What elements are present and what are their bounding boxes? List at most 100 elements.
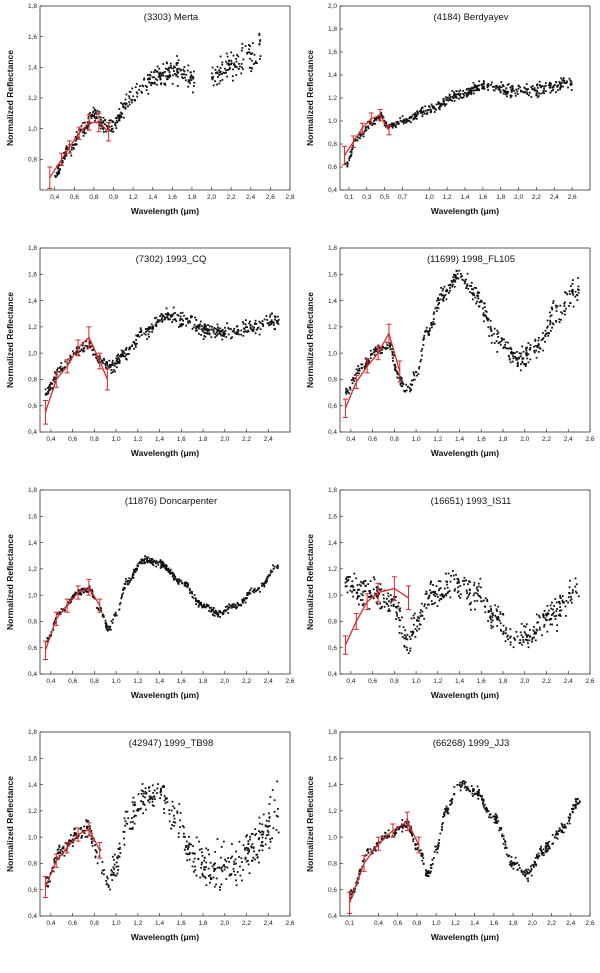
data-point bbox=[416, 616, 419, 619]
data-point bbox=[345, 390, 348, 392]
data-point bbox=[224, 858, 226, 861]
data-point bbox=[118, 117, 121, 120]
data-point bbox=[396, 612, 398, 615]
data-point bbox=[96, 862, 99, 865]
data-point bbox=[359, 868, 362, 871]
data-point bbox=[102, 362, 104, 364]
data-point bbox=[174, 821, 177, 824]
data-point bbox=[499, 90, 502, 93]
data-point bbox=[360, 363, 363, 366]
data-point bbox=[143, 332, 145, 335]
data-point bbox=[351, 580, 354, 583]
data-point bbox=[351, 584, 353, 587]
data-point bbox=[205, 328, 207, 330]
data-point bbox=[252, 328, 255, 331]
data-point bbox=[120, 354, 123, 357]
data-point bbox=[172, 67, 175, 70]
data-point bbox=[387, 610, 390, 612]
data-point bbox=[61, 847, 64, 850]
data-point bbox=[519, 369, 522, 372]
data-point bbox=[131, 801, 134, 804]
data-point bbox=[238, 856, 240, 858]
data-point bbox=[556, 624, 558, 627]
data-point bbox=[53, 380, 56, 383]
data-point bbox=[551, 834, 554, 836]
data-point bbox=[116, 872, 119, 875]
data-point bbox=[167, 571, 170, 573]
data-point bbox=[446, 592, 449, 594]
data-point bbox=[445, 103, 448, 105]
data-point bbox=[241, 600, 244, 603]
data-point bbox=[511, 861, 514, 864]
data-point bbox=[144, 557, 146, 560]
data-point bbox=[134, 99, 136, 102]
data-point bbox=[154, 317, 156, 320]
data-point bbox=[138, 331, 141, 333]
data-point bbox=[472, 87, 474, 89]
x-tick-label: 2,2 bbox=[547, 920, 556, 927]
data-point bbox=[56, 172, 59, 175]
data-point bbox=[131, 345, 134, 348]
data-point bbox=[186, 318, 188, 320]
data-point bbox=[190, 71, 192, 74]
data-point bbox=[103, 359, 106, 361]
data-point bbox=[149, 326, 152, 329]
data-point bbox=[467, 93, 470, 95]
data-point bbox=[476, 294, 478, 297]
data-point bbox=[465, 94, 468, 97]
data-point bbox=[477, 790, 480, 793]
data-point bbox=[112, 363, 114, 366]
data-point bbox=[171, 824, 173, 826]
data-point bbox=[274, 318, 276, 321]
data-point bbox=[254, 322, 257, 325]
data-point bbox=[438, 839, 441, 841]
data-point bbox=[400, 826, 403, 828]
data-point bbox=[455, 93, 458, 96]
data-point bbox=[442, 822, 444, 824]
data-point bbox=[373, 351, 376, 353]
data-point bbox=[175, 73, 178, 76]
data-point bbox=[251, 52, 254, 55]
data-point bbox=[542, 337, 545, 339]
x-tick-label: 1,0 bbox=[112, 678, 121, 685]
data-point bbox=[455, 276, 457, 279]
data-point bbox=[450, 99, 452, 101]
data-point bbox=[516, 351, 518, 353]
data-point bbox=[101, 869, 104, 872]
data-point bbox=[71, 350, 74, 353]
data-point bbox=[265, 581, 268, 584]
data-point bbox=[499, 340, 502, 343]
data-point bbox=[520, 89, 522, 92]
data-point bbox=[201, 325, 203, 327]
data-point bbox=[446, 97, 449, 99]
data-point bbox=[568, 290, 571, 293]
data-point bbox=[174, 72, 176, 75]
data-point bbox=[113, 868, 115, 870]
data-point bbox=[524, 87, 527, 90]
data-point bbox=[242, 844, 245, 847]
data-point bbox=[483, 803, 486, 806]
data-point bbox=[73, 828, 76, 831]
data-point bbox=[96, 117, 98, 119]
data-point bbox=[179, 812, 182, 814]
data-point bbox=[454, 94, 457, 97]
data-point bbox=[516, 364, 519, 367]
data-point bbox=[132, 577, 135, 579]
data-point bbox=[564, 825, 567, 828]
data-point bbox=[504, 843, 507, 846]
data-point bbox=[415, 843, 418, 846]
x-tick-label: 0,4 bbox=[46, 436, 55, 443]
data-point bbox=[353, 140, 356, 142]
x-tick-label: 1,2 bbox=[433, 678, 442, 685]
data-point bbox=[269, 569, 272, 572]
data-point bbox=[547, 613, 550, 615]
data-point bbox=[253, 589, 256, 592]
error-bar bbox=[361, 855, 367, 872]
data-point bbox=[385, 835, 387, 837]
data-point bbox=[272, 324, 275, 326]
data-point bbox=[458, 90, 461, 93]
data-point bbox=[46, 393, 49, 395]
data-point bbox=[473, 89, 475, 92]
data-point bbox=[430, 581, 432, 583]
error-bar bbox=[42, 399, 48, 425]
